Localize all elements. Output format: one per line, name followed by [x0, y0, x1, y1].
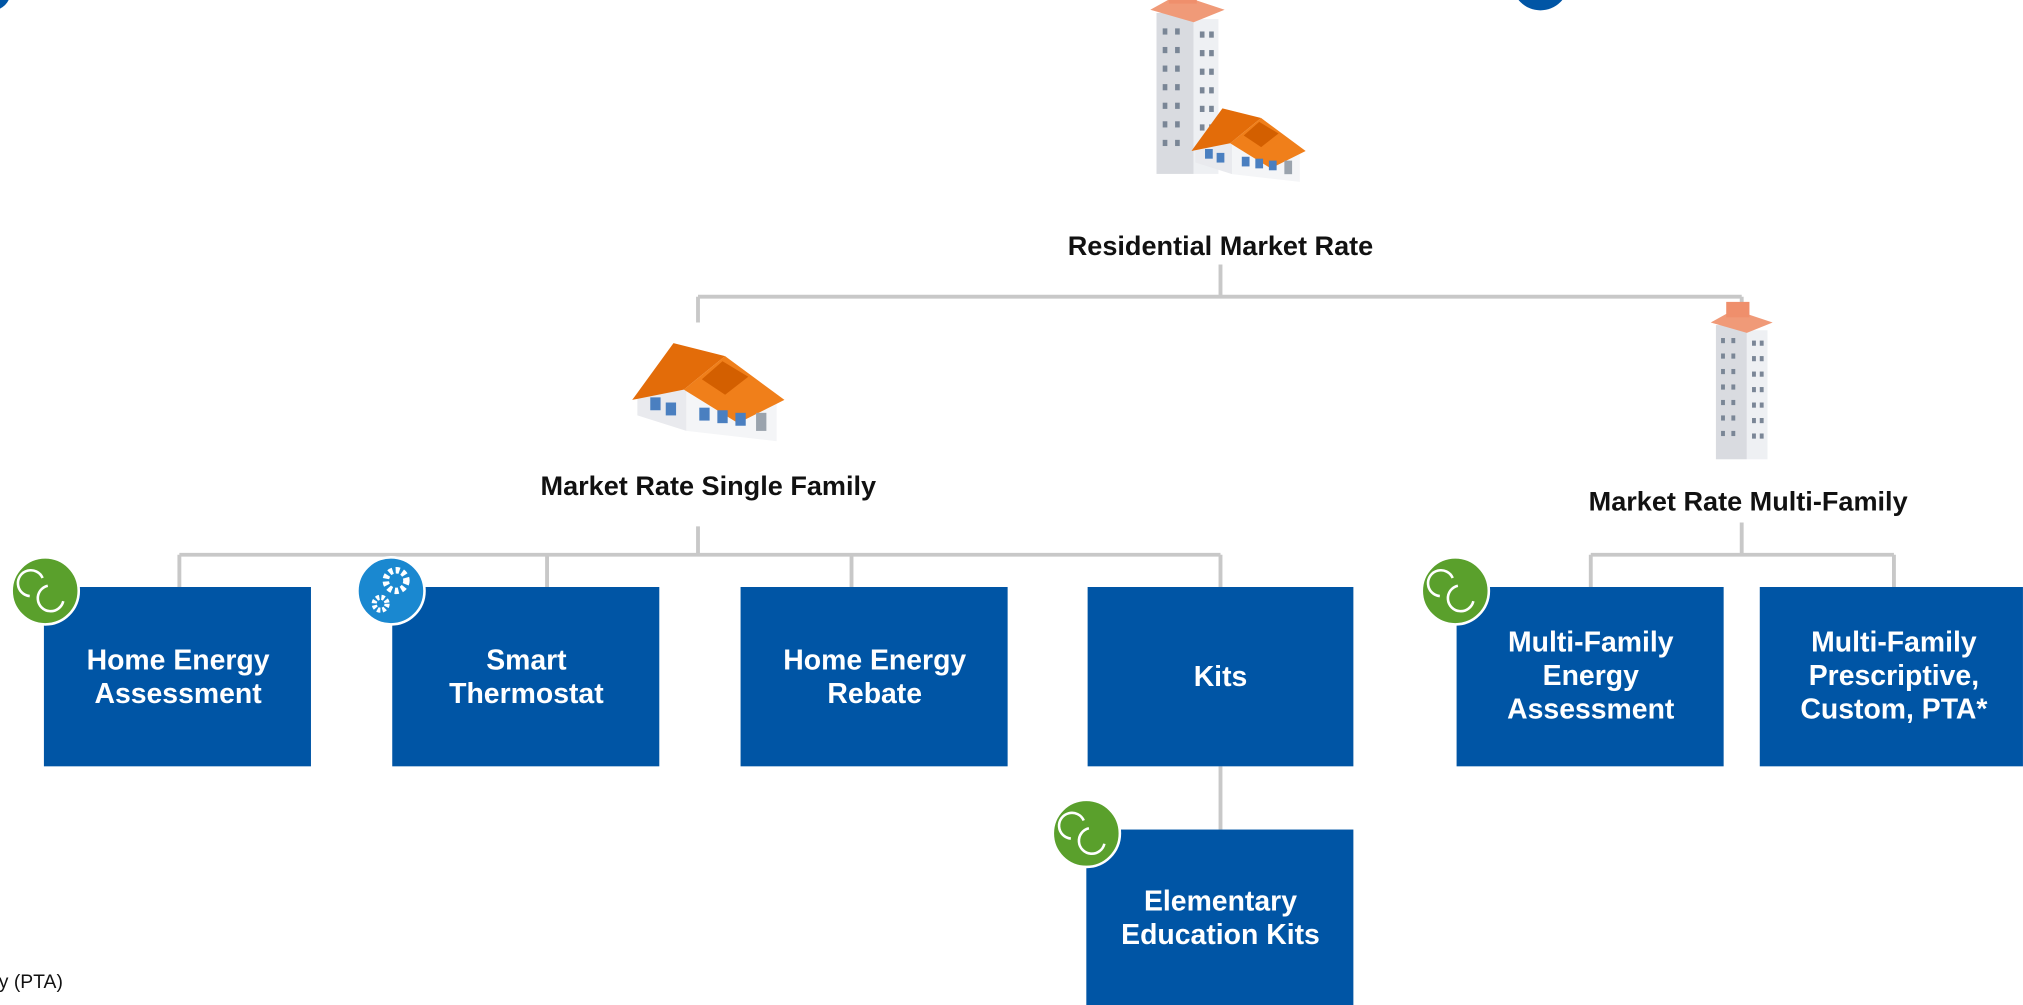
- program-label: Smart: [486, 644, 567, 676]
- program-label: Assessment: [94, 678, 262, 710]
- program-label: Multi-Family: [1811, 626, 1977, 658]
- program-label: Elementary: [1144, 886, 1297, 918]
- decor-circle: [1512, 0, 1569, 10]
- program-box: [741, 587, 1008, 766]
- cycle-badge: [1422, 557, 1489, 624]
- program-label: Assessment: [1507, 693, 1675, 725]
- decor-circle: [0, 0, 10, 10]
- footnote: y (PTA): [0, 971, 63, 993]
- program-label: Rebate: [827, 678, 922, 710]
- program-label: Custom, PTA*: [1800, 693, 1988, 725]
- root-label: Residential Market Rate: [1068, 230, 1374, 261]
- cycle-badge: [12, 557, 79, 624]
- house-icon: [632, 343, 784, 441]
- program-label: Education Kits: [1121, 919, 1320, 951]
- program-label: Multi-Family: [1508, 626, 1674, 658]
- program-label: Home Energy: [87, 644, 270, 676]
- page: { "root": {"label": "Residential Market …: [0, 0, 2023, 1005]
- program-label: Kits: [1194, 661, 1248, 693]
- group-label: Market Rate Single Family: [541, 470, 877, 501]
- program-label: Thermostat: [449, 678, 604, 710]
- program-box: [392, 587, 659, 766]
- cycle-badge: [1053, 800, 1120, 867]
- gear-badge: [357, 557, 424, 624]
- tower-icon: [1711, 302, 1773, 459]
- program-label: Home Energy: [783, 644, 966, 676]
- group-label: Market Rate Multi-Family: [1589, 485, 1908, 516]
- diagram: Residential Market Rate Market Rate Sing…: [0, 0, 2023, 1005]
- program-label: Prescriptive,: [1809, 660, 1979, 692]
- program-label: Energy: [1543, 660, 1639, 692]
- program-box: [44, 587, 311, 766]
